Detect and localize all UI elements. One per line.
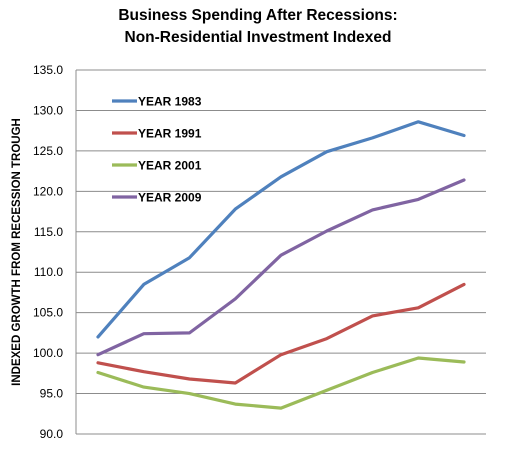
legend-label: YEAR 1983 (138, 95, 202, 109)
series-line-year-2009 (96, 178, 466, 357)
y-tick-label: 90.0 (40, 427, 64, 441)
grid-lines (76, 69, 486, 435)
legend-label: YEAR 2001 (138, 159, 202, 173)
series-line-year-1983 (96, 120, 466, 339)
y-axis: 90.0 95.0 100.0 105.0 110.0 115.0 120.0 125.0 13… (33, 63, 77, 441)
y-tick-label: 125.0 (33, 144, 63, 158)
y-tick-label: 135.0 (33, 63, 63, 77)
series-line-year-1991 (96, 282, 466, 385)
y-tick-label: 100.0 (33, 346, 63, 360)
chart-title-line-2: Non-Residential Investment Indexed (124, 29, 392, 46)
y-tick-label: 110.0 (34, 265, 63, 279)
chart-title-line-1: Business Spending After Recessions: (118, 7, 398, 24)
y-tick-label: 105.0 (33, 306, 63, 320)
legend-label: YEAR 2009 (138, 191, 202, 205)
y-tick-label: 120.0 (33, 184, 63, 198)
series-lines (96, 120, 466, 410)
y-tick-label: 115.0 (34, 225, 63, 239)
y-tick-label: 95.0 (40, 387, 64, 401)
legend-label: YEAR 1991 (138, 127, 202, 141)
y-axis-label: INDEXED GROWTH FROM RECESSION TROUGH (11, 118, 23, 386)
legend: YEAR 1983 YEAR 1991 YEAR 2001 YEAR 2009 (112, 95, 202, 205)
y-tick-label: 130.0 (33, 103, 63, 117)
series-line-year-2001 (96, 356, 466, 410)
